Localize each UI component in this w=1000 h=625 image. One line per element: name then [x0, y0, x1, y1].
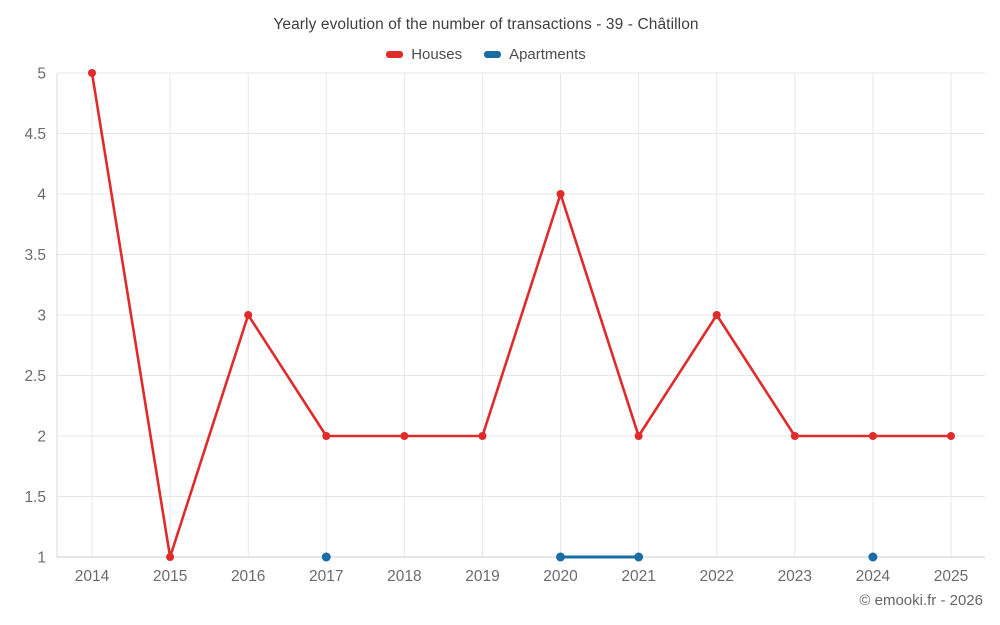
x-axis-label: 2024 — [856, 568, 891, 585]
legend-item-apartments[interactable]: Apartments — [484, 46, 586, 63]
data-point-houses-2025[interactable] — [947, 432, 955, 440]
watermark: © emooki.fr - 2026 — [859, 592, 983, 609]
legend-swatch-houses — [386, 51, 404, 58]
data-point-apartments-2021[interactable] — [634, 552, 644, 562]
y-axis-label: 2 — [37, 429, 46, 446]
data-point-houses-2014[interactable] — [88, 69, 96, 77]
x-axis-label: 2014 — [75, 568, 110, 585]
x-axis-label: 2015 — [153, 568, 187, 585]
x-axis-label: 2016 — [231, 568, 265, 585]
data-point-apartments-2020[interactable] — [556, 552, 566, 562]
x-axis-label: 2017 — [309, 568, 343, 585]
data-point-houses-2016[interactable] — [244, 311, 253, 319]
data-point-houses-2017[interactable] — [322, 432, 331, 440]
y-axis-label: 4.5 — [24, 126, 46, 143]
y-axis-label: 2.5 — [24, 368, 46, 385]
data-point-houses-2018[interactable] — [400, 432, 409, 440]
y-axis-label: 5 — [37, 66, 46, 83]
x-axis-label: 2025 — [934, 568, 968, 585]
data-point-houses-2021[interactable] — [634, 432, 643, 440]
legend-label-apartments: Apartments — [509, 46, 586, 63]
y-axis-label: 1 — [37, 550, 46, 567]
chart-legend: Houses Apartments — [0, 46, 972, 63]
data-point-houses-2023[interactable] — [790, 432, 799, 440]
data-point-apartments-2024[interactable] — [868, 552, 878, 562]
x-axis-label: 2020 — [543, 568, 578, 585]
data-point-houses-2020[interactable] — [556, 190, 565, 198]
data-point-houses-2019[interactable] — [478, 432, 487, 440]
data-point-houses-2024[interactable] — [868, 432, 877, 440]
legend-item-houses[interactable]: Houses — [386, 46, 462, 63]
y-axis-label: 1.5 — [24, 489, 46, 506]
data-point-houses-2015[interactable] — [166, 553, 175, 561]
x-axis-label: 2019 — [465, 568, 499, 585]
x-axis-label: 2018 — [387, 568, 421, 585]
x-axis-label: 2021 — [621, 568, 655, 585]
legend-label-houses: Houses — [411, 46, 463, 63]
y-axis-label: 3.5 — [24, 247, 46, 264]
data-point-houses-2022[interactable] — [712, 311, 721, 319]
legend-swatch-apartments — [484, 51, 502, 58]
y-axis-label: 4 — [37, 187, 46, 204]
series-line-houses[interactable] — [90, 71, 953, 559]
data-point-apartments-2017[interactable] — [321, 552, 331, 562]
y-axis-label: 3 — [37, 308, 46, 325]
x-axis-label: 2022 — [699, 568, 733, 585]
chart-title: Yearly evolution of the number of transa… — [273, 16, 699, 33]
x-axis-label: 2023 — [778, 568, 812, 585]
